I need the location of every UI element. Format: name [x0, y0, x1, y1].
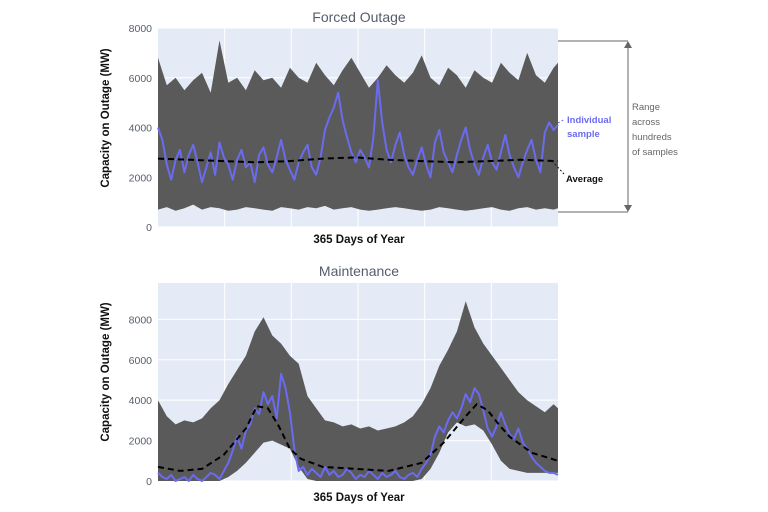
y-tick-label: 8000 [129, 314, 153, 326]
x-axis-label: 365 Days of Year [313, 234, 405, 246]
y-axis-label: Capacity on Outage (MW) [100, 302, 112, 441]
range-arrow-down [624, 205, 632, 212]
y-tick-label: 4000 [129, 123, 153, 135]
range-band [158, 40, 558, 211]
average-line [157, 156, 559, 164]
range-band [158, 301, 558, 481]
individual-sample-label: Individual sample [567, 115, 611, 140]
sample-leader [557, 118, 566, 124]
chart-marks [157, 40, 559, 211]
y-tick-labels: 0 2000 4000 6000 8000 [129, 314, 153, 488]
annotations: Individual sample Average Range across hundre… [551, 40, 678, 213]
y-tick-label: 2000 [129, 172, 153, 184]
maintenance-chart: 0 2000 4000 6000 8000 Maintenance 365 Days o… [100, 263, 559, 504]
range-label: Range across hundreds of samples [632, 102, 678, 158]
y-tick-label: 2000 [129, 436, 153, 448]
chart-title: Maintenance [319, 263, 399, 279]
y-tick-label: 0 [146, 222, 152, 234]
y-tick-label: 0 [146, 476, 152, 488]
y-axis-label: Capacity on Outage (MW) [100, 48, 112, 187]
individual-sample-line [157, 372, 559, 482]
average-leader [551, 160, 565, 175]
y-tick-label: 8000 [129, 23, 153, 35]
x-axis-label: 365 Days of Year [313, 492, 405, 504]
y-tick-labels: 0 2000 4000 6000 8000 [129, 23, 153, 234]
forced-outage-chart: 0 2000 4000 6000 8000 Forced Outage 365 Days… [100, 9, 678, 246]
y-tick-label: 6000 [129, 73, 153, 85]
chart-marks [157, 301, 559, 482]
average-label: Average [566, 174, 603, 185]
individual-sample-line [157, 79, 559, 184]
chart-title: Forced Outage [312, 9, 406, 25]
average-line [157, 402, 559, 472]
range-arrow-up [624, 41, 632, 48]
y-tick-label: 4000 [129, 395, 153, 407]
y-tick-label: 6000 [129, 355, 153, 367]
